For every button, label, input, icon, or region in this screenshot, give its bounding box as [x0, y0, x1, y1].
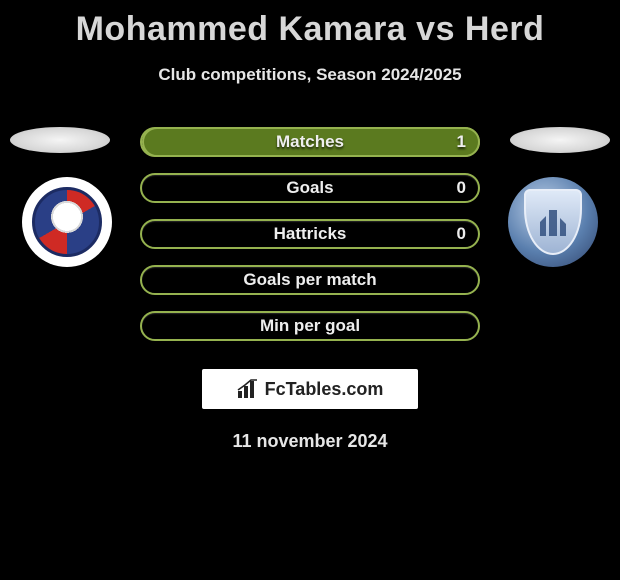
- stat-bar-gpm: Goals per match: [140, 265, 480, 295]
- stat-bars: Matches 1 Goals 0 Hattricks 0 Goals per match M…: [140, 127, 480, 357]
- stat-bar-goals: Goals 0: [140, 173, 480, 203]
- stat-bar-label: Hattricks: [274, 224, 347, 244]
- stat-bar-value-right: 0: [457, 178, 466, 198]
- stat-bar-label: Goals per match: [243, 270, 376, 290]
- page-title: Mohammed Kamara vs Herd: [0, 0, 620, 49]
- stat-bar-hattricks: Hattricks 0: [140, 219, 480, 249]
- player-left-name-plate: [10, 127, 110, 153]
- stat-bar-mpg: Min per goal: [140, 311, 480, 341]
- watermark-text: FcTables.com: [265, 379, 384, 400]
- stat-bar-label: Goals: [286, 178, 333, 198]
- club-crest-right-icon: [524, 189, 582, 255]
- club-badge-left: [22, 177, 112, 267]
- date-text: 11 november 2024: [0, 431, 620, 452]
- stat-bar-label: Min per goal: [260, 316, 360, 336]
- bar-chart-icon: [237, 379, 259, 399]
- stat-bar-value-right: 1: [457, 132, 466, 152]
- stat-bar-label: Matches: [276, 132, 344, 152]
- subtitle: Club competitions, Season 2024/2025: [0, 65, 620, 85]
- watermark: FcTables.com: [202, 369, 418, 409]
- club-badge-right: [508, 177, 598, 267]
- stat-bar-matches: Matches 1: [140, 127, 480, 157]
- comparison-panel: Matches 1 Goals 0 Hattricks 0 Goals per match M…: [0, 115, 620, 365]
- club-crest-left-icon: [32, 187, 102, 257]
- stat-bar-value-right: 0: [457, 224, 466, 244]
- player-right-name-plate: [510, 127, 610, 153]
